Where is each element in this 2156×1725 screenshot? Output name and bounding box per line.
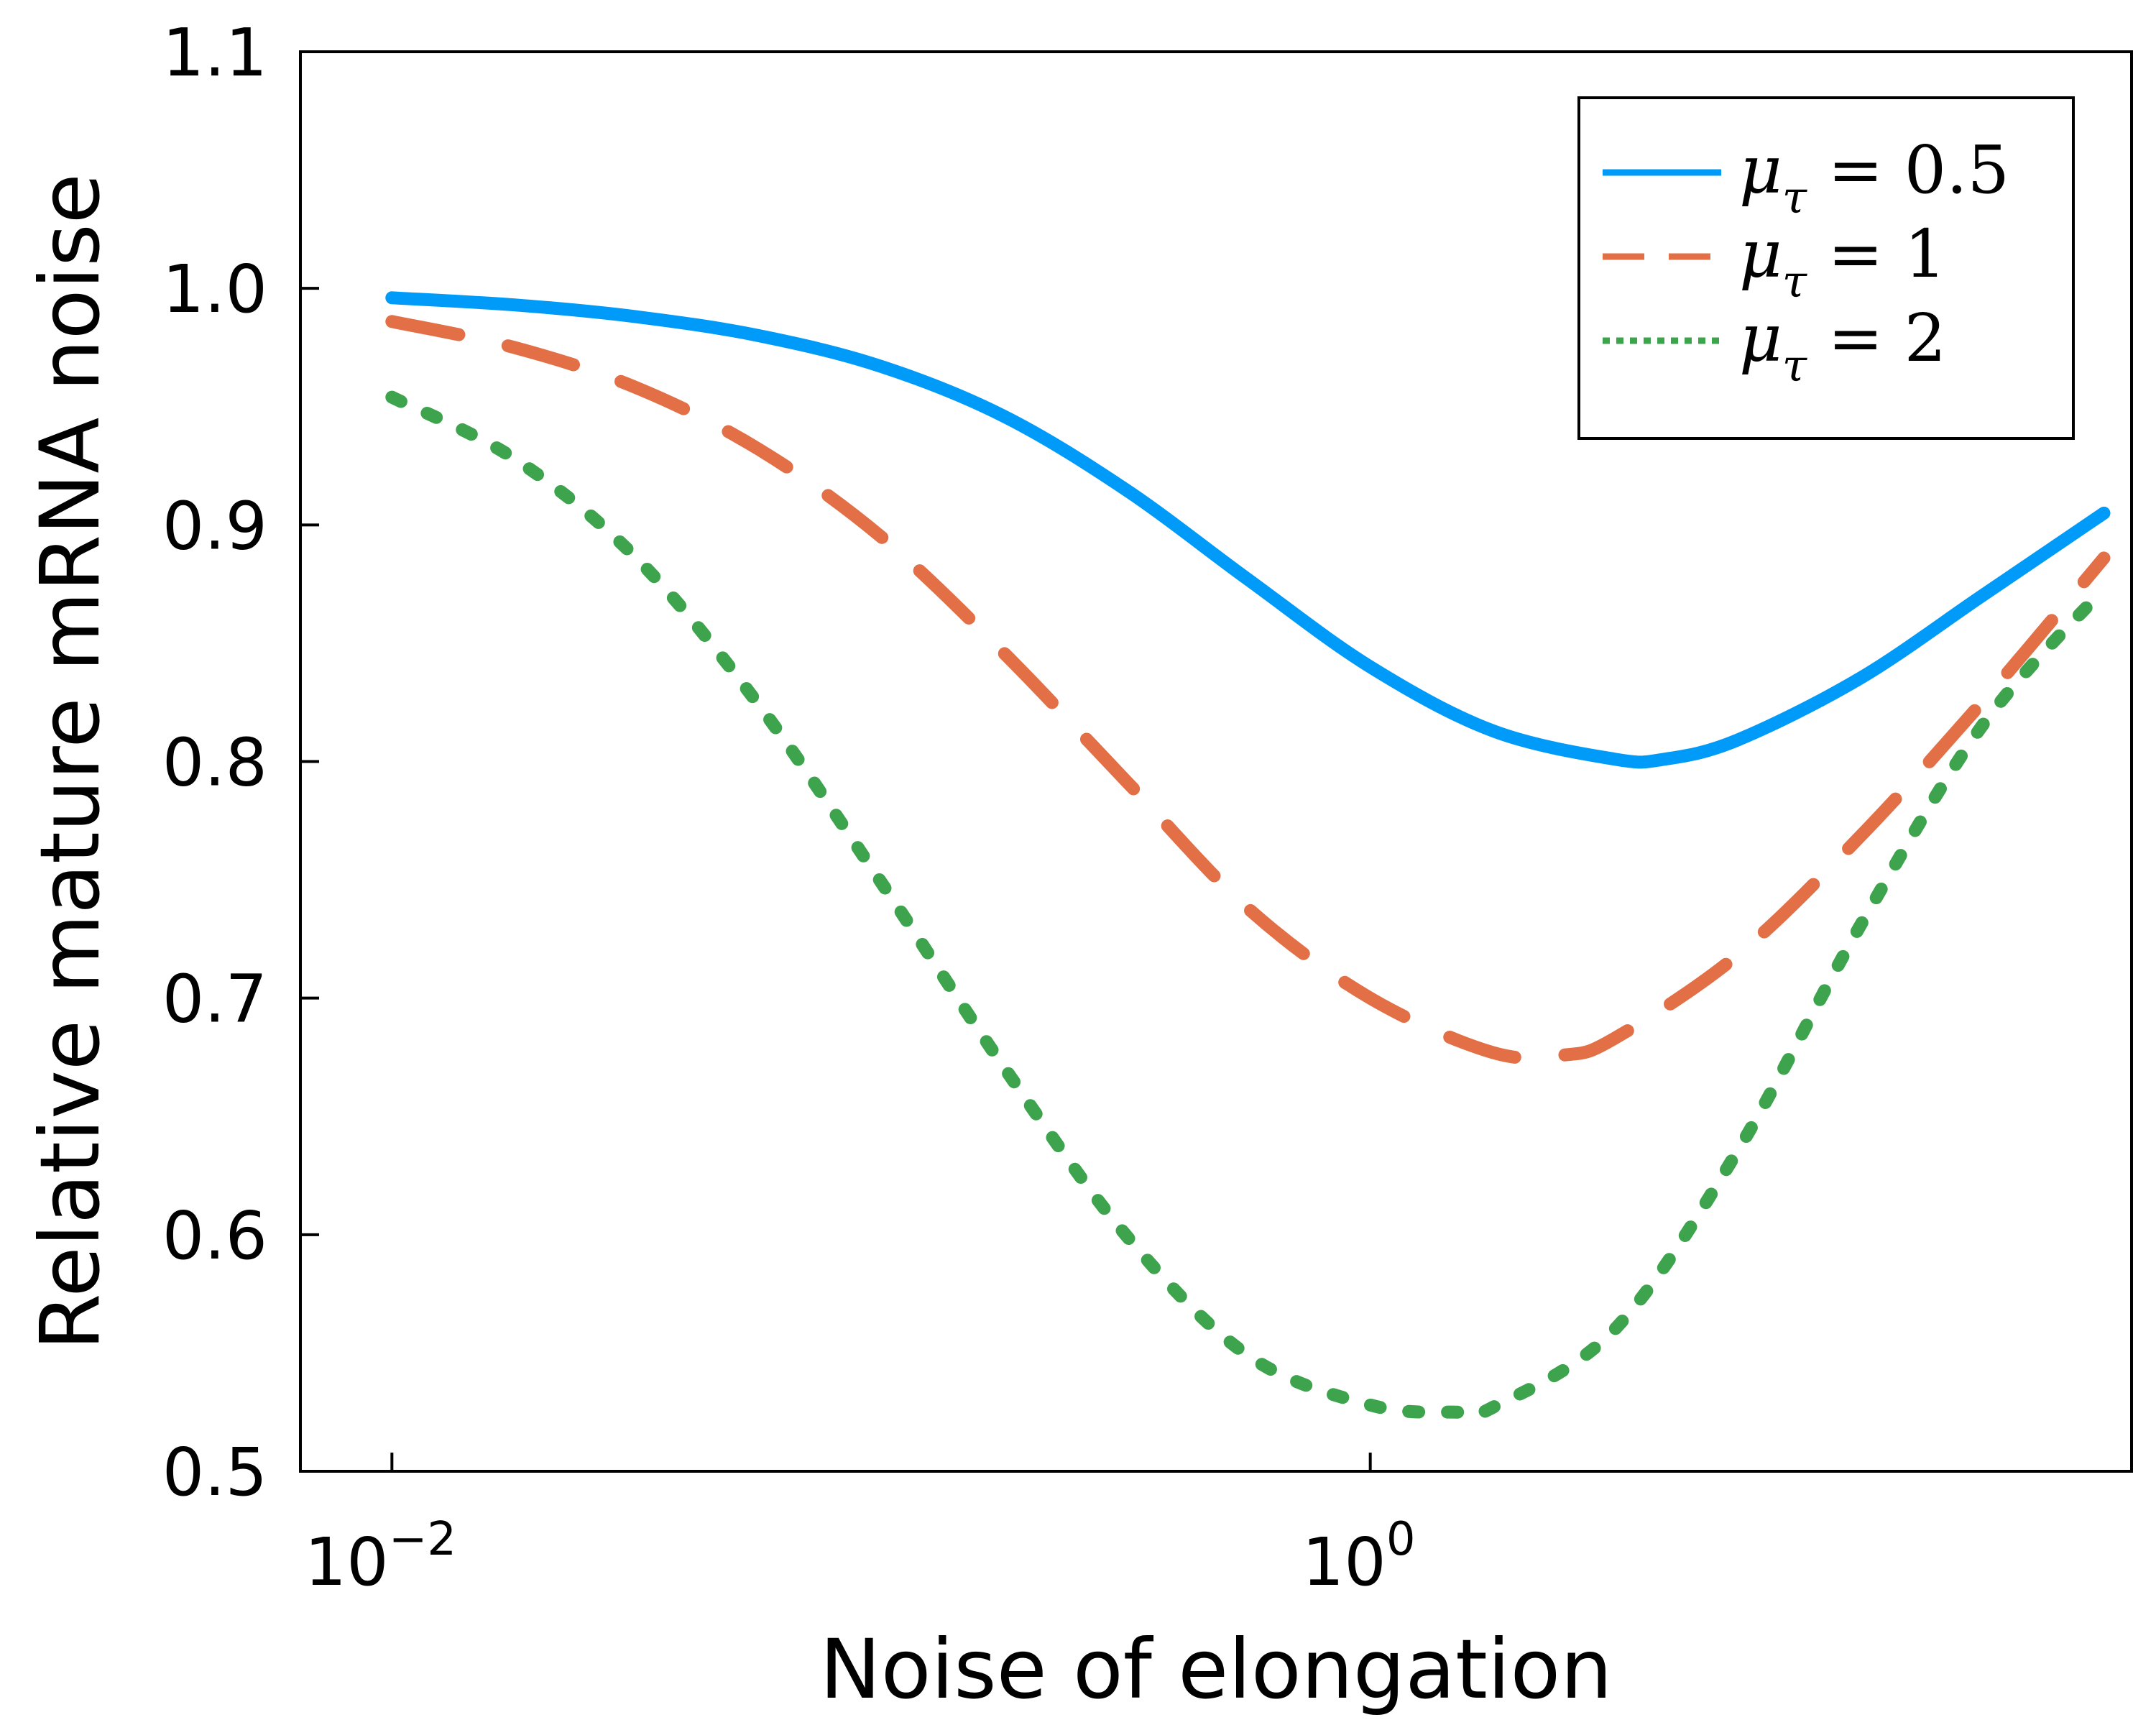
y-tick-label-7: 1.1 [162, 14, 267, 91]
legend: μτ = 0.5μτ = 1μτ = 2 [1577, 96, 2075, 440]
legend-box [1577, 96, 2075, 440]
y-tick-label-5: 0.9 [162, 487, 267, 564]
y-tick-label-6: 1.0 [162, 251, 267, 328]
series-layer [385, 291, 2111, 1422]
y-axis-label: Relative mature mRNA noise [22, 173, 118, 1351]
x-tick-label-1: 10−2 [305, 1513, 456, 1601]
y-tick-label-2: 0.6 [162, 1197, 267, 1274]
y-tick-label-3: 0.7 [162, 961, 267, 1038]
x-axis-label: Noise of elongation [820, 1622, 1613, 1717]
x-tick-label-2: 100 [1302, 1513, 1416, 1601]
legend-label-2: μτ = 1 [1739, 216, 1946, 308]
y-tick-label-1: 0.5 [162, 1434, 267, 1511]
series-line-1 [385, 291, 2111, 769]
legend-label-1: μτ = 0.5 [1739, 132, 2009, 224]
y-tick-label-4: 0.8 [162, 724, 267, 801]
legend-label-3: μτ = 2 [1739, 300, 1946, 392]
series-line-2 [385, 315, 2111, 1065]
x-axis: 10−2 100 [305, 1453, 1416, 1601]
y-axis: 0.5 0.6 0.7 0.8 0.9 1.0 1.1 [162, 14, 319, 1511]
